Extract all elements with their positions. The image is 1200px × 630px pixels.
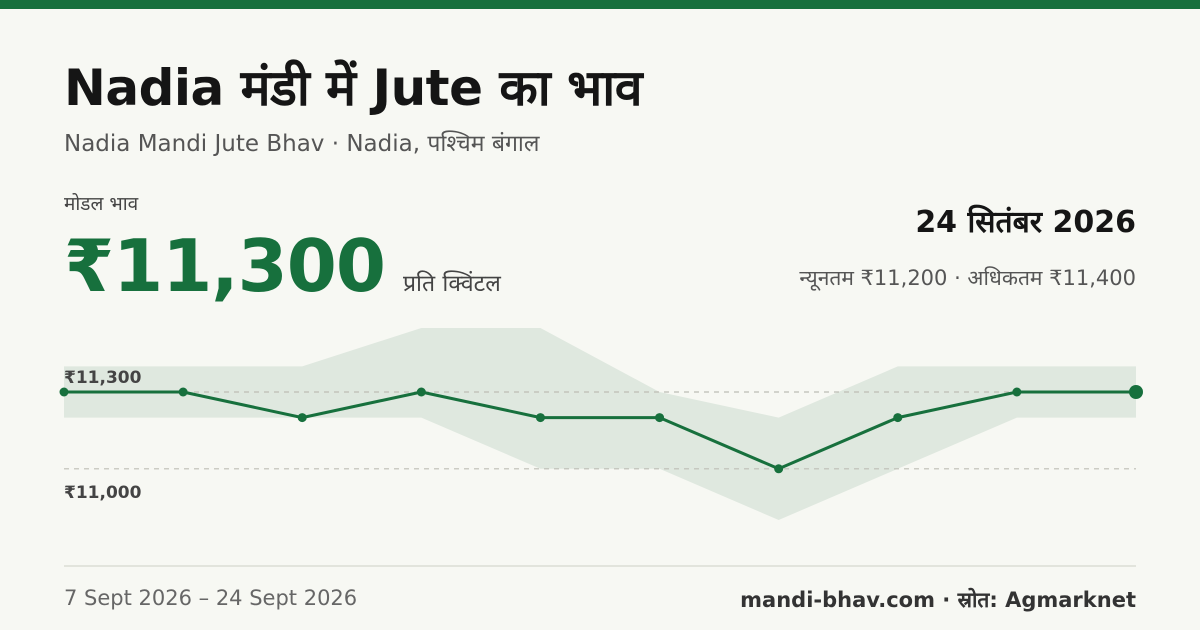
page-title: Nadia मंडी में Jute का भाव bbox=[64, 59, 643, 117]
price-trend-chart: ₹11,300 ₹11,000 bbox=[59, 328, 1143, 520]
price-point bbox=[416, 387, 426, 397]
latest-price-point bbox=[1129, 385, 1143, 399]
price-point bbox=[774, 464, 784, 474]
price-point bbox=[297, 413, 307, 423]
price-range-band bbox=[64, 328, 1136, 520]
page-subtitle: Nadia Mandi Jute Bhav · Nadia, पश्चिम बं… bbox=[64, 131, 540, 157]
price-point bbox=[1012, 387, 1022, 397]
min-max-price: न्यूनतम ₹11,200 · अधिकतम ₹11,400 bbox=[799, 266, 1136, 290]
date-range: 7 Sept 2026 – 24 Sept 2026 bbox=[64, 586, 358, 610]
price-line bbox=[64, 390, 1136, 471]
footer-divider bbox=[64, 565, 1136, 567]
price-unit: प्रति क्विंटल bbox=[402, 271, 501, 297]
price-point bbox=[178, 387, 188, 397]
y-tick-label: ₹11,000 bbox=[64, 483, 142, 503]
modal-price-label: मोडल भाव bbox=[64, 193, 139, 215]
modal-price-value: ₹11,300 bbox=[64, 224, 386, 308]
source-credit: mandi-bhav.com · स्रोत: Agmarknet bbox=[740, 588, 1136, 612]
price-point bbox=[59, 387, 69, 397]
price-point bbox=[655, 413, 665, 423]
price-date: 24 सितंबर 2026 bbox=[915, 205, 1136, 240]
price-point bbox=[535, 413, 545, 423]
modal-price-row: ₹11,300 प्रति क्विंटल bbox=[64, 224, 501, 308]
price-point bbox=[893, 413, 903, 423]
top-accent-bar bbox=[0, 0, 1200, 9]
y-tick-label: ₹11,300 bbox=[64, 368, 142, 388]
